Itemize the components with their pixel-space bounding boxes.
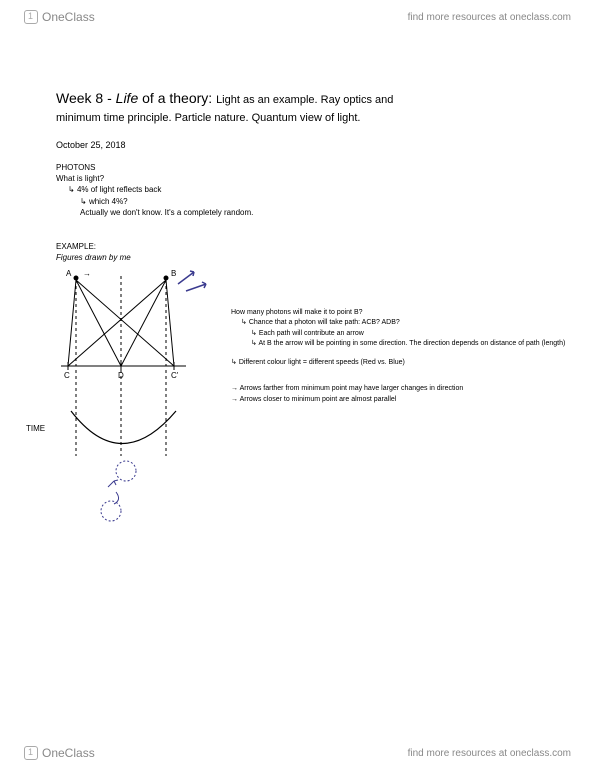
footer-logo-icon <box>24 746 38 760</box>
label-cp: C' <box>171 371 179 380</box>
photons-heading: PHOTONS <box>56 162 575 173</box>
title-of: of a theory: <box>138 90 216 106</box>
diagram-notes: How many photons will make it to point B… <box>231 308 565 406</box>
photons-line-2: which 4%? <box>56 196 575 207</box>
title-week: Week 8 - <box>56 90 116 106</box>
page-subtitle: minimum time principle. Particle nature.… <box>56 112 575 124</box>
note-5: Different colour light = different speed… <box>231 358 565 369</box>
photons-block: PHOTONS What is light? 4% of light refle… <box>56 162 575 218</box>
ray-diagram: A → B C D C' <box>56 266 236 546</box>
page-content: Week 8 - Life of a theory: Light as an e… <box>56 90 575 546</box>
footer-logo: OneClass <box>24 746 95 760</box>
title-life: Life <box>116 90 139 106</box>
footer-bar: OneClass find more resources at oneclass… <box>0 736 595 770</box>
footer-link[interactable]: find more resources at oneclass.com <box>408 748 571 759</box>
photons-line-1: 4% of light reflects back <box>56 184 575 195</box>
photons-question: What is light? <box>56 173 575 184</box>
label-a-arrow: → <box>83 269 91 278</box>
scribble-1 <box>108 461 136 487</box>
figures-label: Figures drawn by me <box>56 253 575 262</box>
example-label: EXAMPLE: <box>56 242 575 251</box>
lecture-date: October 25, 2018 <box>56 140 575 150</box>
header-bar: OneClass find more resources at oneclass… <box>0 0 595 34</box>
note-4: At B the arrow will be pointing in some … <box>231 339 565 350</box>
label-a: A <box>66 269 72 278</box>
logo-icon <box>24 10 38 24</box>
scribble-2 <box>101 492 121 521</box>
logo: OneClass <box>24 10 95 24</box>
photons-line-3: Actually we don't know. It's a completel… <box>56 207 575 218</box>
note-3: Each path will contribute an arrow <box>231 329 565 340</box>
label-b: B <box>171 269 176 278</box>
title-rest: Light as an example. Ray optics and <box>216 94 393 106</box>
note-2: Chance that a photon will take path: ACB… <box>231 318 565 329</box>
note-6: Arrows farther from minimum point may ha… <box>231 384 565 395</box>
note-7: Arrows closer to minimum point are almos… <box>231 395 565 406</box>
note-1: How many photons will make it to point B… <box>231 308 565 319</box>
page-title: Week 8 - Life of a theory: Light as an e… <box>56 90 575 108</box>
time-label: TIME <box>26 424 45 433</box>
logo-text: OneClass <box>42 10 95 24</box>
header-link[interactable]: find more resources at oneclass.com <box>408 12 571 23</box>
footer-logo-text: OneClass <box>42 746 95 760</box>
diagram-area: TIME A → B C D C' <box>56 266 575 546</box>
label-c: C <box>64 371 70 380</box>
